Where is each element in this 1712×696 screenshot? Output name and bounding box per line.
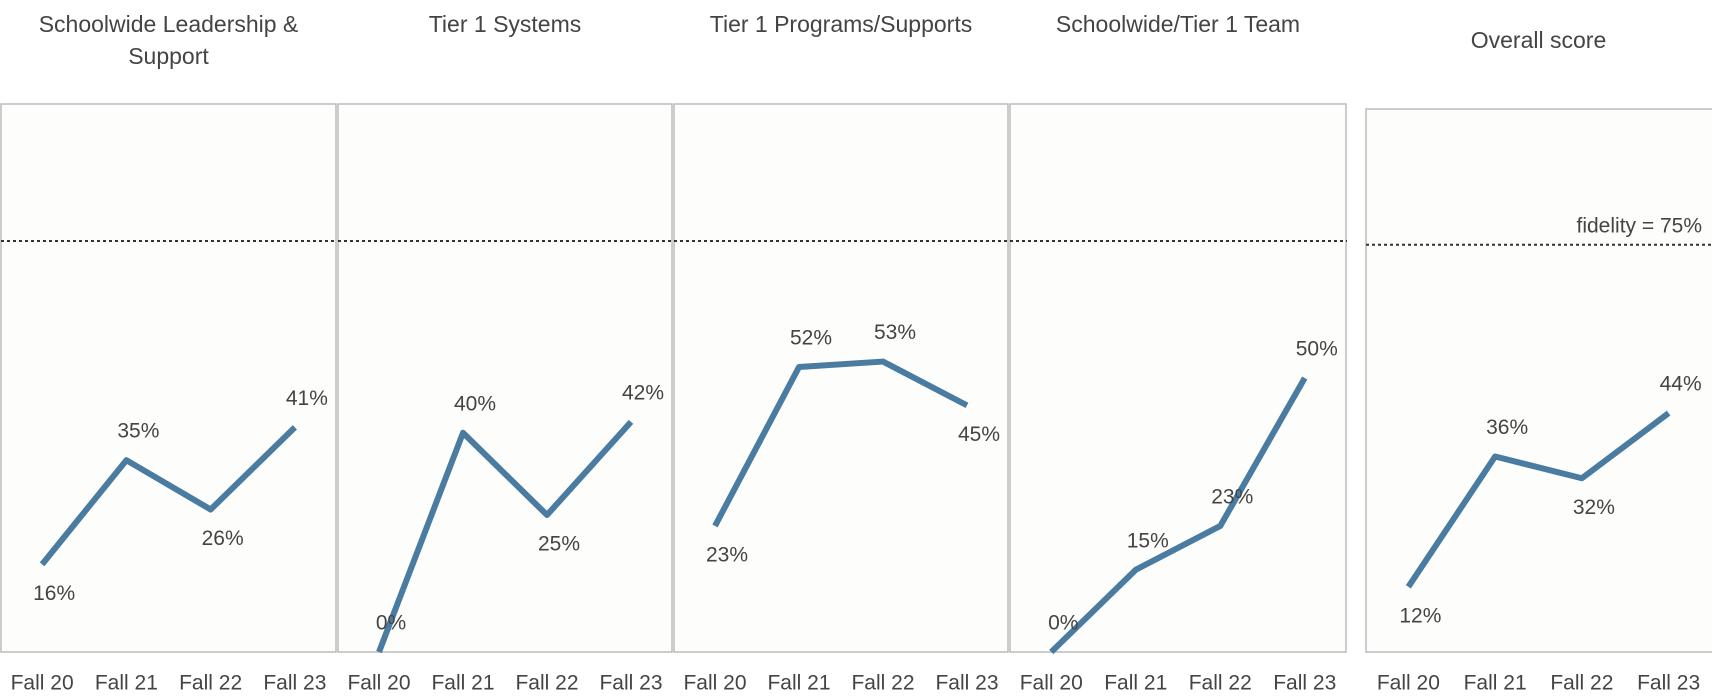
x-tick-label: Fall 21 xyxy=(95,672,158,695)
value-label: 23% xyxy=(1211,486,1253,509)
x-tick-label: Fall 20 xyxy=(11,672,74,695)
value-label: 35% xyxy=(117,420,159,443)
line xyxy=(1405,410,1671,589)
panel xyxy=(673,103,1009,653)
x-tick-label: Fall 21 xyxy=(767,672,830,695)
value-label: 25% xyxy=(538,533,580,556)
value-label: 50% xyxy=(1296,338,1338,361)
value-label: 36% xyxy=(1486,416,1528,439)
annotation: fidelity = 75% xyxy=(1577,214,1703,237)
panel-title: Schoolwide Leadership & Support xyxy=(38,11,299,69)
x-tick-label: Fall 20 xyxy=(347,672,410,695)
x-tick-label: Fall 22 xyxy=(1189,672,1252,695)
value-label: 26% xyxy=(202,527,244,550)
x-tick-label: Fall 22 xyxy=(1550,672,1613,695)
value-label: 41% xyxy=(286,387,328,410)
panel xyxy=(0,103,337,653)
x-tick-label: Fall 22 xyxy=(515,672,578,695)
value-label: 44% xyxy=(1660,373,1702,396)
panel xyxy=(337,103,673,653)
value-label: 45% xyxy=(958,423,1000,446)
panel-title: Tier 1 Systems xyxy=(428,11,582,37)
x-tick-label: Fall 20 xyxy=(683,672,746,695)
x-tick-label: Fall 21 xyxy=(431,672,494,695)
value-label: 16% xyxy=(33,582,75,605)
value-label: 15% xyxy=(1127,529,1169,552)
line xyxy=(376,419,634,654)
x-tick-label: Fall 23 xyxy=(263,672,326,695)
value-label: 53% xyxy=(874,321,916,344)
value-label: 0% xyxy=(376,612,406,635)
value-label: 32% xyxy=(1573,496,1615,519)
x-tick-label: Fall 20 xyxy=(1377,672,1440,695)
x-tick-label: Fall 23 xyxy=(1273,672,1336,695)
panel-title: Overall score xyxy=(1470,27,1607,53)
line xyxy=(1049,376,1308,655)
panel xyxy=(1009,103,1347,653)
x-tick-label: Fall 23 xyxy=(935,672,998,695)
x-tick-label: Fall 21 xyxy=(1104,672,1167,695)
x-tick-label: Fall 21 xyxy=(1464,672,1527,695)
value-label: 40% xyxy=(454,392,496,415)
line xyxy=(712,358,969,528)
line xyxy=(39,425,297,567)
x-tick-label: Fall 23 xyxy=(1637,672,1700,695)
panel-title: Schoolwide/Tier 1 Team xyxy=(1055,11,1301,37)
x-tick-label: Fall 20 xyxy=(1020,672,1083,695)
value-label: 52% xyxy=(790,327,832,350)
value-label: 23% xyxy=(706,544,748,567)
x-tick-label: Fall 22 xyxy=(851,672,914,695)
value-label: 42% xyxy=(622,381,664,404)
x-tick-label: Fall 22 xyxy=(179,672,242,695)
value-label: 12% xyxy=(1399,604,1441,627)
value-label: 0% xyxy=(1048,612,1078,635)
panel-title: Tier 1 Programs/Supports xyxy=(709,11,973,37)
x-tick-label: Fall 23 xyxy=(599,672,662,695)
